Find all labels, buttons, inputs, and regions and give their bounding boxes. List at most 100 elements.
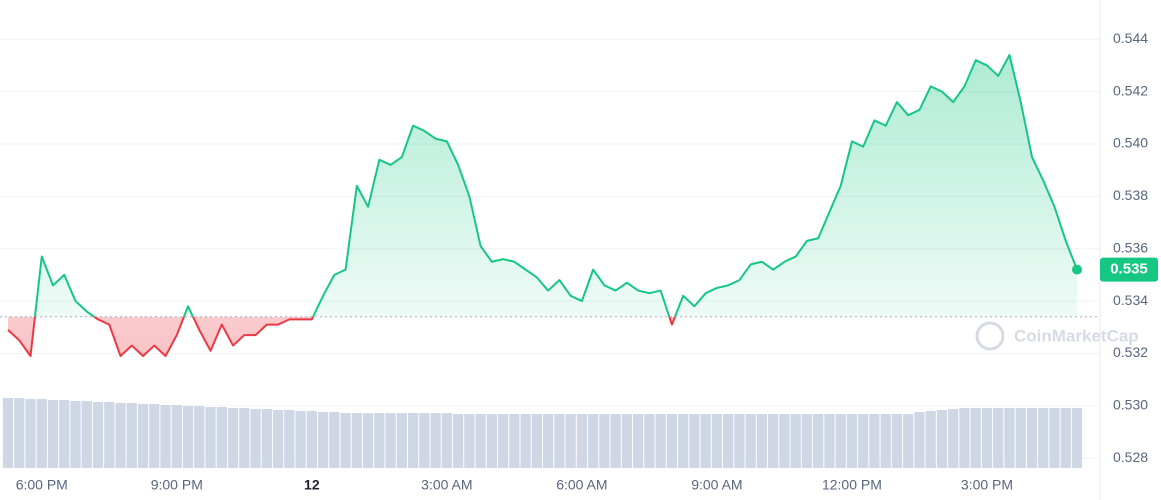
volume-bar (430, 413, 441, 468)
volume-bar (554, 414, 565, 468)
volume-bar (1026, 408, 1038, 468)
volume-bar (588, 414, 599, 468)
volume-bar (779, 414, 790, 468)
volume-bar (858, 414, 869, 468)
volume-bar (520, 414, 531, 468)
volume-bar (227, 408, 239, 468)
volume-bar (970, 408, 981, 468)
x-tick-label: 3:00 AM (421, 477, 472, 493)
volume-bar (801, 414, 813, 468)
y-tick-label: 0.532 (1113, 344, 1148, 360)
volume-bar (149, 404, 160, 468)
volume-bar (464, 414, 475, 468)
x-tick-label: 6:00 AM (556, 477, 607, 493)
area-down (8, 316, 1077, 357)
volume-bar (362, 413, 374, 468)
volume-bar (948, 409, 959, 468)
price-badge (1100, 257, 1158, 282)
x-tick-label: 12:00 PM (822, 477, 882, 493)
volume-bar (689, 414, 700, 468)
y-tick-label: 0.536 (1113, 239, 1148, 255)
volume-bar (531, 414, 542, 468)
volume-bar (475, 414, 486, 468)
volume-bar (700, 414, 711, 468)
volume-bar (1060, 408, 1071, 468)
volume-bar (678, 414, 689, 468)
volume-bar (160, 405, 171, 468)
volume-bar (880, 414, 891, 468)
volume-bar (385, 413, 396, 468)
volume-bar (419, 413, 430, 468)
volume-bar (644, 414, 655, 468)
volume-bar (306, 411, 317, 468)
volume-bar (1015, 408, 1026, 468)
volume-bar (959, 408, 970, 468)
volume-bar (666, 414, 678, 468)
volume-bar (47, 400, 59, 468)
volume-bar (182, 406, 194, 468)
volume-bar (104, 402, 115, 468)
volume-bar (981, 408, 993, 468)
volume-bar (599, 414, 610, 468)
volume-bar (351, 413, 362, 468)
volume-bar (768, 414, 779, 468)
volume-bar (565, 414, 576, 468)
volume-bar (340, 413, 351, 468)
volume-bar (396, 413, 407, 468)
y-tick-label: 0.544 (1113, 30, 1148, 46)
volume-bar (272, 410, 284, 468)
price-badge-label: 0.535 (1110, 261, 1148, 278)
volume-bar (734, 414, 745, 468)
y-tick-label: 0.540 (1113, 135, 1148, 151)
volume-bar (216, 407, 227, 468)
volume-bar (317, 412, 329, 468)
volume-bar (745, 414, 756, 468)
volume-bar (329, 412, 340, 468)
volume-bar (993, 408, 1004, 468)
volume-bar (239, 408, 250, 468)
volume-bar (14, 398, 25, 468)
volume-bar (835, 414, 846, 468)
volume-bar (824, 414, 835, 468)
volume-bar (633, 414, 644, 468)
volume-bar (936, 410, 948, 468)
volume-bar (92, 402, 104, 468)
y-tick-label: 0.528 (1113, 449, 1148, 465)
volume-bar (576, 414, 588, 468)
volume-bar (295, 411, 306, 468)
volume-bar (925, 411, 936, 468)
volume-bar (250, 409, 261, 468)
volume-bar (621, 414, 633, 468)
volume-bar (2, 398, 14, 468)
x-tick-label: 9:00 PM (151, 477, 203, 493)
volume-bar (891, 414, 903, 468)
volume-bar (452, 414, 464, 468)
volume-bar (509, 414, 520, 468)
watermark-text: CoinMarketCap (1014, 326, 1139, 345)
volume-bar (126, 403, 137, 468)
volume-bar (813, 414, 824, 468)
volume-bar (1038, 408, 1049, 468)
last-point (1072, 264, 1082, 275)
volume-bar (903, 414, 914, 468)
volume-bar (497, 414, 509, 468)
volume-bar (284, 410, 295, 468)
volume-bar (1071, 408, 1083, 468)
volume-bar (1049, 408, 1060, 468)
volume-bar (846, 414, 858, 468)
volume-bar (171, 405, 182, 468)
volume-bar (25, 399, 36, 468)
volume-bar (610, 414, 621, 468)
volume-bar (723, 414, 734, 468)
volume-bar (70, 401, 81, 468)
x-tick-label: 3:00 PM (961, 477, 1013, 493)
volume-bar (914, 412, 925, 468)
x-tick-label: 6:00 PM (16, 477, 68, 493)
volume-bar (194, 406, 205, 468)
volume-bar (115, 403, 126, 468)
volume-bar (543, 414, 554, 468)
volume-bar (59, 400, 70, 468)
y-tick-label: 0.530 (1113, 396, 1148, 412)
